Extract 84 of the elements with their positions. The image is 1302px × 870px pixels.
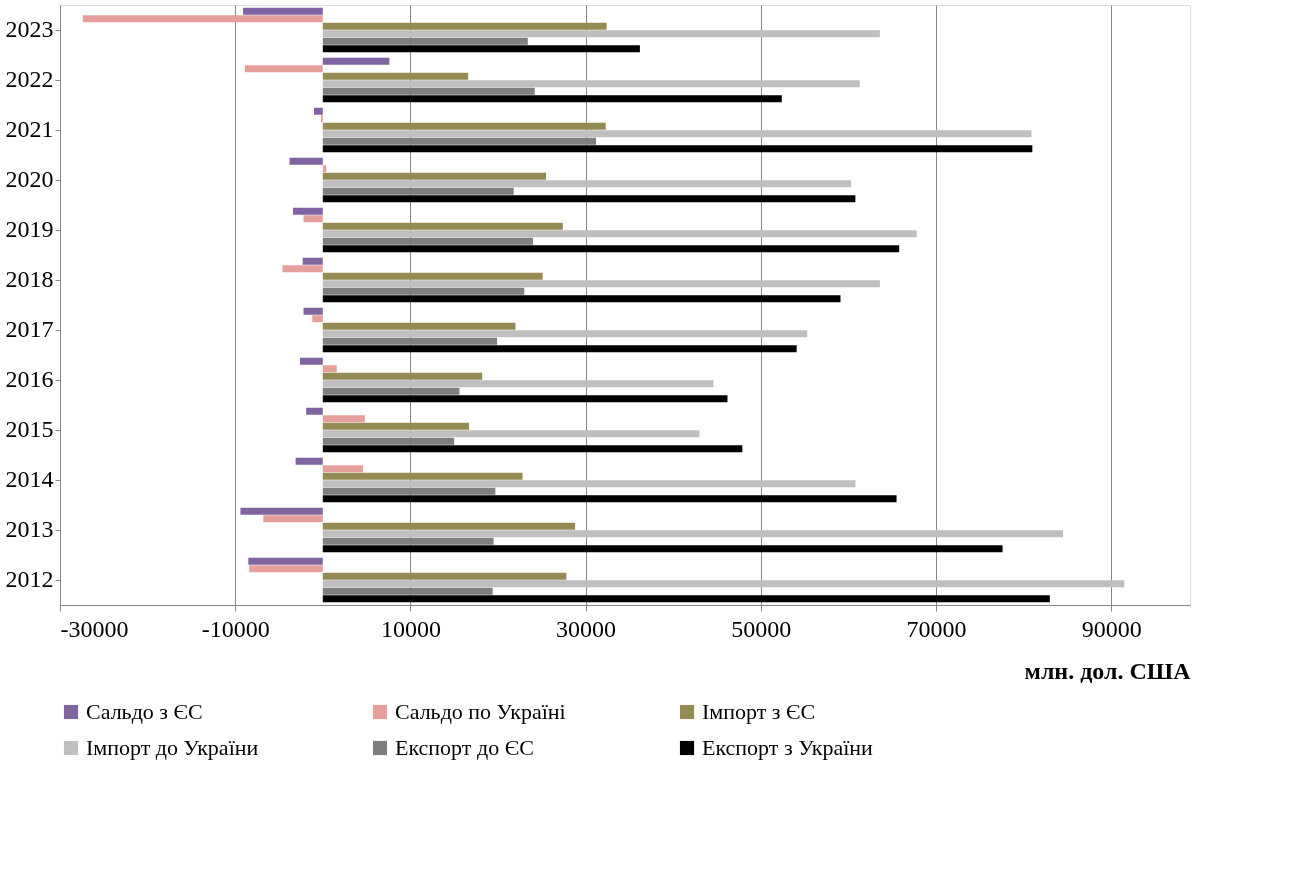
y-tick-label: 2022 — [5, 66, 54, 92]
legend-label: Експорт до ЄС — [395, 735, 534, 760]
bar — [322, 422, 470, 430]
bar — [322, 465, 364, 473]
bar — [322, 345, 797, 353]
y-tick-label: 2012 — [5, 566, 54, 592]
y-tick-label: 2020 — [5, 166, 54, 192]
y-tick-label: 2013 — [5, 516, 54, 542]
bar — [322, 480, 856, 488]
bar — [322, 365, 337, 373]
legend-label: Імпорт з ЄС — [702, 699, 816, 724]
x-tick-label: 70000 — [906, 615, 967, 642]
legend-label: Експорт з України — [702, 735, 874, 760]
y-tick-label: 2014 — [5, 466, 54, 492]
x-tick-label: -30000 — [60, 615, 129, 642]
bar — [322, 472, 523, 480]
bar — [322, 245, 900, 253]
bar — [322, 295, 841, 303]
bar — [322, 272, 543, 280]
bar — [322, 495, 897, 503]
bar — [244, 65, 323, 73]
bar — [322, 545, 1003, 553]
bar — [303, 215, 323, 223]
bar — [322, 280, 880, 288]
x-axis-title: млн. дол. США — [1024, 657, 1192, 684]
bar — [263, 515, 323, 523]
bar — [322, 130, 1032, 138]
y-tick-label: 2021 — [5, 116, 54, 142]
bar — [249, 565, 323, 573]
bar — [293, 207, 323, 215]
x-tick-label: 30000 — [556, 615, 617, 642]
bar — [322, 445, 743, 453]
bar — [248, 557, 323, 565]
bar — [322, 415, 365, 423]
legend-label: Імпорт до України — [86, 735, 259, 760]
bar — [322, 595, 1050, 603]
x-tick-label: 90000 — [1081, 615, 1142, 642]
bar — [243, 7, 323, 15]
bar — [289, 157, 323, 165]
bar — [306, 407, 323, 415]
legend-label: Сальдо по Україні — [395, 699, 566, 724]
legend-label: Сальдо з ЄС — [86, 699, 203, 724]
y-tick-label: 2017 — [5, 316, 54, 342]
bar — [282, 265, 323, 273]
bar — [314, 107, 323, 115]
bar — [322, 322, 516, 330]
bar — [322, 180, 851, 188]
bar — [322, 30, 880, 38]
bar — [240, 507, 323, 515]
bar — [312, 315, 323, 323]
y-tick-label: 2016 — [5, 366, 54, 392]
x-tick-label: 50000 — [731, 615, 792, 642]
bar — [322, 572, 567, 580]
bar — [295, 457, 323, 465]
bar — [322, 95, 782, 103]
bar — [322, 580, 1125, 588]
y-tick-label: 2023 — [5, 16, 54, 42]
bar — [322, 330, 808, 338]
bar — [322, 122, 606, 130]
bar — [322, 195, 856, 203]
bar — [322, 145, 1033, 153]
bar — [322, 172, 547, 180]
bar — [322, 530, 1063, 538]
bar — [322, 22, 607, 30]
bar — [303, 307, 323, 315]
bar — [302, 257, 323, 265]
x-tick-label: 10000 — [380, 615, 441, 642]
bar — [322, 230, 917, 238]
bar — [82, 15, 323, 23]
bar — [322, 430, 700, 438]
bar — [322, 522, 576, 530]
y-tick-label: 2019 — [5, 216, 54, 242]
bar — [322, 222, 563, 230]
y-tick-label: 2015 — [5, 416, 54, 442]
y-tick-label: 2018 — [5, 266, 54, 292]
x-tick-label: -10000 — [201, 615, 270, 642]
bar — [300, 357, 323, 365]
bar — [322, 395, 728, 403]
bar — [322, 45, 640, 53]
bar — [322, 80, 860, 88]
bar — [322, 380, 714, 388]
bar — [322, 372, 483, 380]
bar — [322, 72, 469, 80]
bar — [322, 57, 390, 65]
